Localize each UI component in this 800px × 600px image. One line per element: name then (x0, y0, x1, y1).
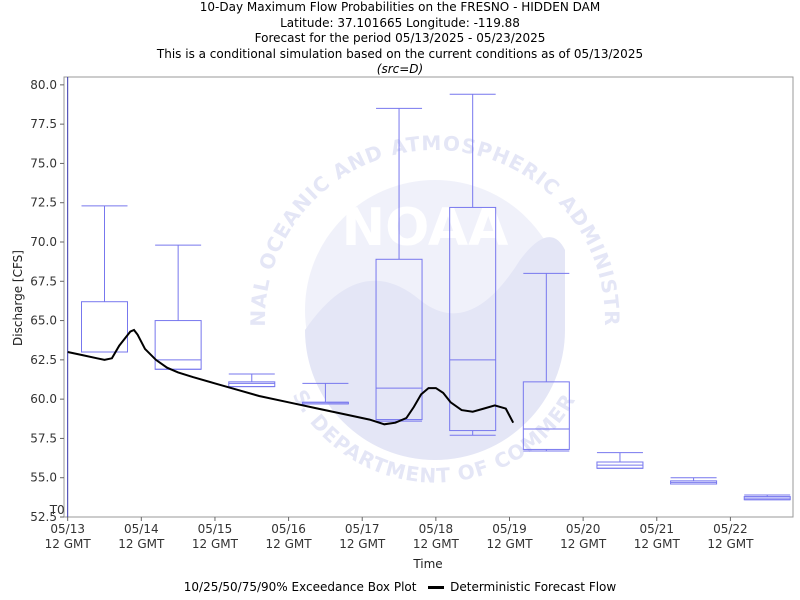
x-tick-date-label: 05/17 (345, 522, 380, 536)
x-tick-time-label: 12 GMT (339, 537, 386, 551)
plot-area-frame (63, 76, 794, 518)
box-plot-day (81, 205, 128, 353)
x-tick-time-label: 12 GMT (118, 537, 165, 551)
box-iqr (449, 206, 497, 432)
x-tick-time-label: 12 GMT (634, 537, 681, 551)
box-plot-day (522, 272, 570, 452)
y-tick-label: 65.0 (30, 314, 57, 328)
box-plot-day (670, 477, 718, 485)
t0-marker: T0 (49, 77, 69, 517)
box-plot-day (596, 452, 644, 469)
x-axis-title: Time (412, 557, 442, 571)
chart-titles: 10-Day Maximum Flow Probabilities on the… (0, 0, 800, 78)
x-tick-date-label: 05/15 (198, 522, 233, 536)
box-plot-day (228, 373, 276, 388)
box-plot-day (301, 382, 349, 405)
y-tick-label: 55.0 (30, 471, 57, 485)
y-tick-label: 60.0 (30, 392, 57, 406)
chart-period: Forecast for the period 05/13/2025 - 05/… (254, 31, 546, 45)
x-tick-time-label: 12 GMT (707, 537, 754, 551)
chart-title: 10-Day Maximum Flow Probabilities on the… (199, 0, 601, 14)
noaa-emblem-wave (305, 237, 565, 460)
y-tick-label: 67.5 (30, 274, 57, 288)
box-iqr (375, 258, 423, 421)
y-axis-title: Discharge [CFS] (11, 250, 25, 346)
y-tick-label: 80.0 (30, 78, 57, 92)
y-axis: 52.5 55.0 57.5 60.0 62.5 65.0 67.5 70.0 72.5 75.0… (30, 78, 64, 524)
y-tick-label: 52.5 (30, 510, 57, 524)
chart-location: Latitude: 37.101665 Longitude: -119.88 (280, 15, 520, 30)
x-tick-date-label: 05/13 (50, 522, 85, 536)
x-tick-date-label: 05/19 (492, 522, 527, 536)
box-iqr (228, 381, 276, 388)
x-tick-time-label: 12 GMT (560, 537, 607, 551)
y-tick-label: 75.0 (30, 156, 57, 170)
noaa-watermark: NOAA NATIONAL OCEANIC AND ATMOSPHERIC AD… (0, 0, 623, 488)
box-plot-day (743, 494, 791, 501)
legend-line-label: Deterministic Forecast Flow (450, 580, 617, 594)
x-tick-date-label: 05/16 (271, 522, 306, 536)
box-plot-series (81, 93, 791, 501)
box-plot-day (375, 107, 423, 422)
chart-legend: 10/25/50/75/90% Exceedance Box Plot Dete… (0, 580, 800, 594)
x-tick-time-label: 12 GMT (266, 537, 313, 551)
box-iqr (522, 381, 570, 450)
x-tick-date-label: 05/14 (124, 522, 159, 536)
y-tick-label: 72.5 (30, 196, 57, 210)
x-tick-date-label: 05/21 (639, 522, 674, 536)
box-iqr (154, 320, 202, 370)
chart-conditions: This is a conditional simulation based o… (156, 46, 644, 61)
chart-source: (src=D) (376, 62, 424, 76)
legend-box-label: 10/25/50/75/90% Exceedance Box Plot (183, 580, 417, 594)
x-tick-date-label: 05/18 (419, 522, 454, 536)
x-tick-time-label: 12 GMT (45, 537, 92, 551)
box-plot-day (154, 244, 202, 370)
x-tick-time-label: 12 GMT (413, 537, 460, 551)
y-tick-label: 70.0 (30, 235, 57, 249)
x-tick-date-label: 05/20 (566, 522, 601, 536)
y-tick-label: 77.5 (30, 117, 57, 131)
t0-label: T0 (49, 503, 65, 517)
x-tick-date-label: 05/22 (713, 522, 748, 536)
deterministic-forecast-line (67, 328, 515, 426)
y-tick-label: 62.5 (30, 353, 57, 367)
y-tick-label: 57.5 (30, 431, 57, 445)
x-tick-time-label: 12 GMT (192, 537, 239, 551)
x-tick-time-label: 12 GMT (486, 537, 533, 551)
box-plot-day (449, 93, 497, 436)
noaa-logo-text: NOAA (342, 198, 509, 258)
legend-line-swatch (428, 586, 445, 589)
